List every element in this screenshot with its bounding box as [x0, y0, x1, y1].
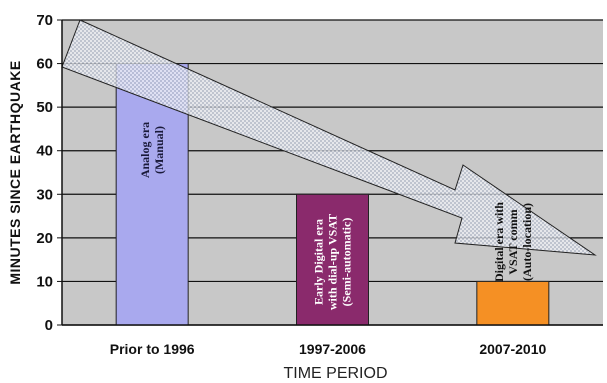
bar-annotation: Analog era(Manual): [138, 122, 166, 178]
y-tick-label: 20: [36, 230, 53, 247]
bar: [476, 280, 550, 326]
bar-annotation-line: (Semi-automatic): [340, 218, 354, 307]
x-tick-label: Prior to 1996: [110, 341, 195, 357]
bar-annotation-line: Early Digital era: [312, 219, 326, 305]
y-axis-title: MINUTES SINCE EARTHQUAKE: [7, 60, 23, 284]
bar-annotation: Digital era withVSAT comm(Auto-location): [492, 202, 534, 282]
bar-annotation-line: with dial-up VSAT: [326, 214, 340, 310]
bar-annotation-line: (Manual): [152, 126, 166, 174]
trend-arrow: [61, 19, 597, 256]
y-tick-label: 40: [36, 143, 53, 160]
y-tick-label: 0: [45, 317, 53, 334]
bar-annotation-line: Digital era with: [492, 202, 506, 282]
x-axis-title: TIME PERIOD: [283, 365, 387, 382]
x-tick-label: 2007-2010: [479, 341, 546, 357]
y-tick-label: 70: [36, 12, 53, 29]
y-tick-label: 50: [36, 99, 53, 116]
bar-annotation-line: (Auto-location): [520, 203, 534, 281]
bar-annotation-line: VSAT comm: [506, 209, 520, 274]
x-tick-label: 1997-2006: [299, 341, 366, 357]
bar-annotation-line: Analog era: [138, 122, 152, 178]
y-tick-label: 10: [36, 273, 53, 290]
bar: [296, 193, 369, 326]
y-tick-label: 60: [36, 56, 53, 73]
bar-annotation: Early Digital erawith dial-up VSAT(Semi-…: [312, 214, 354, 310]
y-tick-label: 30: [36, 186, 53, 203]
